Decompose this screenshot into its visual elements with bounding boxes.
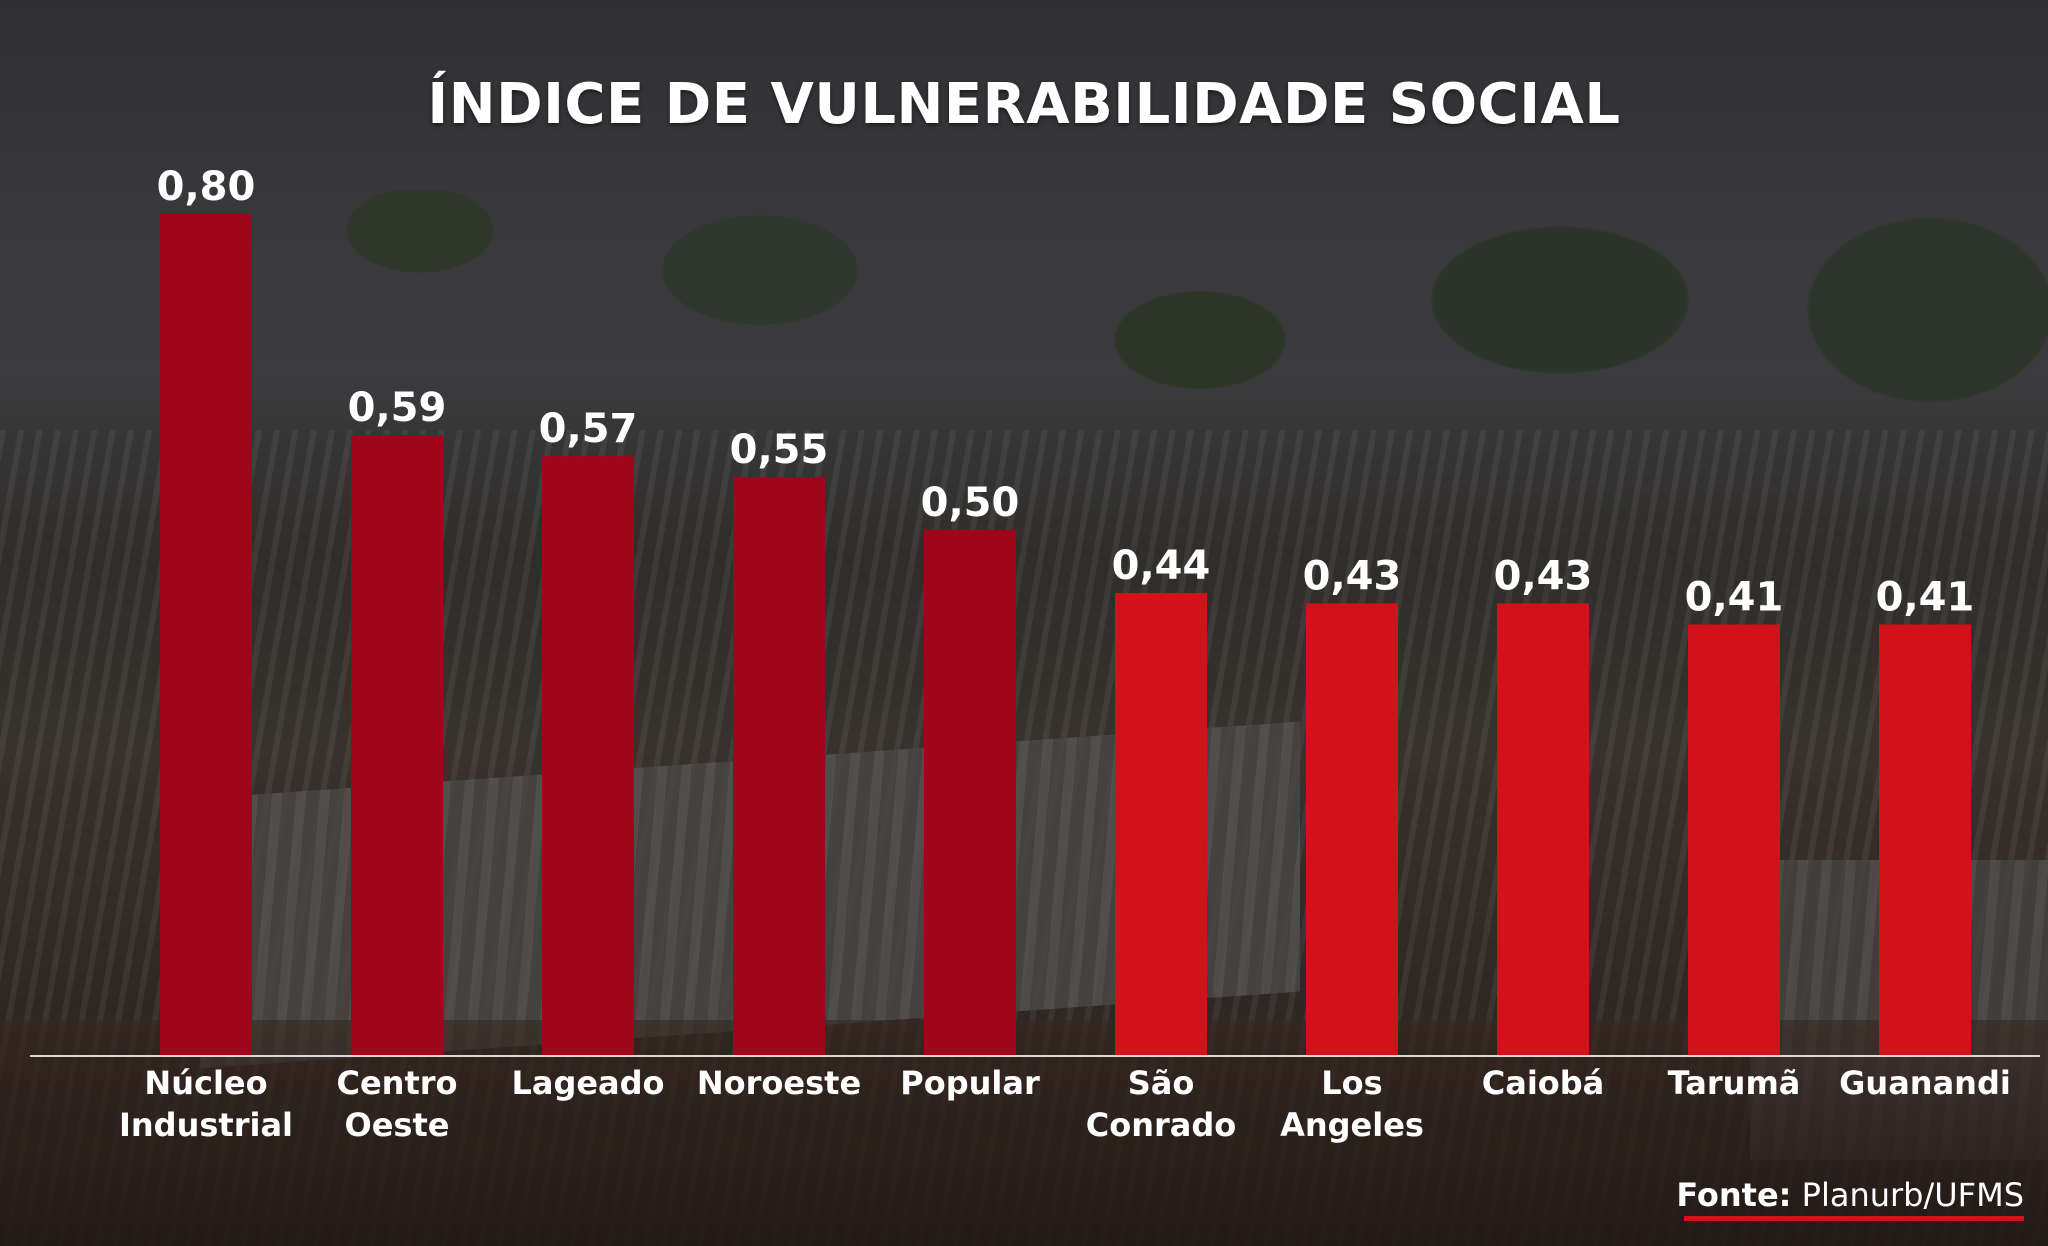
bar-9: [1879, 624, 1971, 1056]
source-credit: Fonte: Planurb/UFMS: [1676, 1176, 2024, 1214]
value-label-8: 0,41: [1685, 574, 1784, 620]
source-label: Fonte:: [1676, 1176, 1792, 1214]
category-label-9-line-0: Guanandi: [1839, 1064, 2011, 1102]
bar-3: [733, 477, 825, 1056]
bar-6: [1306, 603, 1398, 1056]
source-value: Planurb/UFMS: [1801, 1176, 2024, 1214]
bars-group: [160, 214, 1971, 1056]
category-label-8-line-0: Tarumã: [1668, 1064, 1801, 1102]
background-ground: [0, 1020, 2048, 1246]
category-label-0-line-0: Núcleo: [144, 1064, 267, 1102]
value-label-3: 0,55: [730, 427, 829, 473]
value-label-5: 0,44: [1112, 543, 1211, 589]
labels-group: 0,80 Núcleo Industrial 0,59 Centro Oeste 0,57 L…: [119, 164, 2011, 1144]
category-label-4-line-0: Popular: [900, 1064, 1040, 1102]
value-label-9: 0,41: [1876, 574, 1975, 620]
bar-4: [924, 529, 1016, 1056]
value-label-2: 0,57: [539, 406, 638, 452]
value-label-6: 0,43: [1303, 553, 1402, 599]
chart-title: ÍNDICE DE VULNERABILIDADE SOCIAL: [427, 72, 1621, 137]
category-label-2-line-0: Lageado: [511, 1064, 664, 1102]
background-trees: [0, 190, 2048, 510]
category-label-1-line-0: Centro: [336, 1064, 457, 1102]
category-label-6-line-1: Angeles: [1280, 1106, 1424, 1144]
value-label-7: 0,43: [1494, 553, 1593, 599]
bar-0: [160, 214, 252, 1056]
category-label-6-line-0: Los: [1321, 1064, 1382, 1102]
value-label-0: 0,80: [157, 164, 256, 210]
bar-2: [542, 456, 634, 1056]
value-label-1: 0,59: [348, 385, 447, 431]
category-label-5-line-1: Conrado: [1086, 1106, 1237, 1144]
source-underline: [1684, 1216, 2024, 1221]
bar-5: [1115, 592, 1207, 1056]
bar-7: [1497, 603, 1589, 1056]
category-label-3-line-0: Noroeste: [697, 1064, 861, 1102]
bar-1: [351, 435, 443, 1056]
value-label-4: 0,50: [921, 480, 1020, 526]
category-label-7-line-0: Caiobá: [1482, 1064, 1605, 1102]
category-label-0-line-1: Industrial: [119, 1106, 293, 1144]
category-label-1-line-1: Oeste: [345, 1106, 450, 1144]
category-label-5-line-0: São: [1128, 1064, 1195, 1102]
bar-8: [1688, 624, 1780, 1056]
